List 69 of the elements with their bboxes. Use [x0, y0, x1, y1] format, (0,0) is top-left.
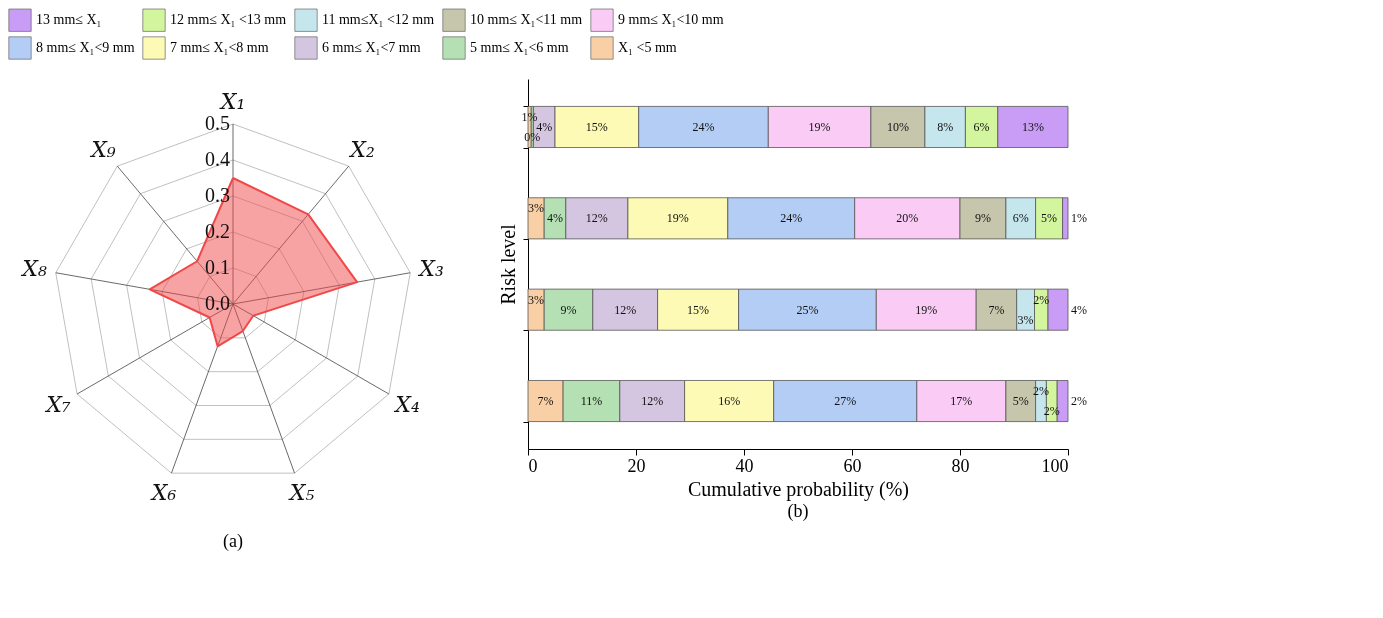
- spoke-label: X₅: [287, 480, 315, 506]
- text: (a): [223, 531, 243, 552]
- y-tick-label: 0.1: [205, 256, 230, 278]
- data-label: 16%: [718, 394, 741, 409]
- x-tick-label: 80: [951, 455, 970, 476]
- legend-label: X₁ <5 mm: [618, 40, 677, 55]
- data-label: 11%: [580, 394, 603, 409]
- data-label: 12%: [641, 394, 664, 409]
- legend-label: 5 mm≤ X₁<6 mm: [470, 40, 569, 55]
- data-label: 19%: [915, 302, 938, 317]
- spoke-label: X₇: [44, 391, 71, 417]
- y-tick-label: 0.5: [205, 112, 230, 134]
- data-label: 6%: [973, 119, 990, 134]
- data-label: 7%: [988, 302, 1005, 317]
- data-label: 1%: [1071, 211, 1087, 226]
- y-axis-title: Risk level: [497, 223, 519, 305]
- data-label: 5%: [1012, 394, 1029, 409]
- data-label: 10%: [886, 119, 909, 134]
- x-tick-label: 40: [735, 455, 754, 476]
- data-label: 24%: [692, 119, 715, 134]
- x-axis-title: Cumulative probability (%): [687, 477, 910, 501]
- legend-label: 7 mm≤ X₁<8 mm: [170, 40, 269, 55]
- data-label: 12%: [585, 211, 608, 226]
- data-label: 17%: [950, 394, 973, 409]
- y-tick-label: 0.0: [205, 292, 230, 314]
- data-label: 1%: [521, 109, 538, 124]
- spoke-label: X₃: [417, 255, 444, 281]
- data-label: 27%: [834, 394, 857, 409]
- data-label: 19%: [666, 211, 689, 226]
- data-label: 5%: [1041, 211, 1058, 226]
- data-label: 9%: [974, 211, 991, 226]
- spoke-label: X₁: [218, 89, 246, 115]
- data-label: 9%: [560, 302, 577, 317]
- legend-label: 8 mm≤ X₁<9 mm: [36, 40, 135, 55]
- data-label: 15%: [585, 119, 608, 134]
- legend-label: 12 mm≤ X₁ <13 mm: [170, 12, 287, 28]
- data-label: 6%: [1012, 211, 1029, 226]
- legend-label: 13 mm≤ X₁: [36, 12, 102, 28]
- spoke-label: X₂: [348, 136, 375, 162]
- x-tick-label: 100: [1041, 455, 1069, 476]
- data-label: 19%: [808, 119, 831, 134]
- data-label: 25%: [796, 302, 819, 317]
- spoke-label: X₆: [149, 480, 177, 506]
- legend-label: 6 mm≤ X₁<7 mm: [322, 40, 421, 55]
- data-label: 3%: [528, 292, 545, 307]
- data-label: 15%: [687, 302, 710, 317]
- legend-label: 9 mm≤ X₁<10 mm: [618, 12, 724, 28]
- data-label: 8%: [937, 119, 954, 134]
- data-label: 2%: [1071, 394, 1087, 409]
- x-tick-label: 0: [528, 455, 538, 476]
- spoke-label: X₉: [89, 136, 116, 162]
- text: (b): [787, 501, 809, 522]
- data-label: 7%: [537, 394, 554, 409]
- data-label: 4%: [547, 211, 563, 226]
- spoke-label: X₈: [20, 255, 47, 281]
- data-label: 4%: [1071, 302, 1087, 317]
- data-label: 3%: [528, 201, 545, 216]
- data-label: 12%: [614, 302, 637, 317]
- data-label: 20%: [896, 211, 919, 226]
- x-tick-label: 20: [627, 455, 646, 476]
- spoke-label: X₄: [393, 391, 420, 417]
- data-label: 24%: [780, 211, 803, 226]
- legend-label: 10 mm≤ X₁<11 mm: [470, 12, 583, 28]
- data-label: 3%: [1017, 312, 1034, 327]
- legend-label: 11 mm≤X₁ <12 mm: [322, 12, 435, 28]
- x-tick-label: 60: [843, 455, 862, 476]
- y-tick-label: 0.4: [205, 148, 230, 170]
- y-tick-label: 0.2: [205, 220, 230, 242]
- data-label: 13%: [1021, 119, 1044, 134]
